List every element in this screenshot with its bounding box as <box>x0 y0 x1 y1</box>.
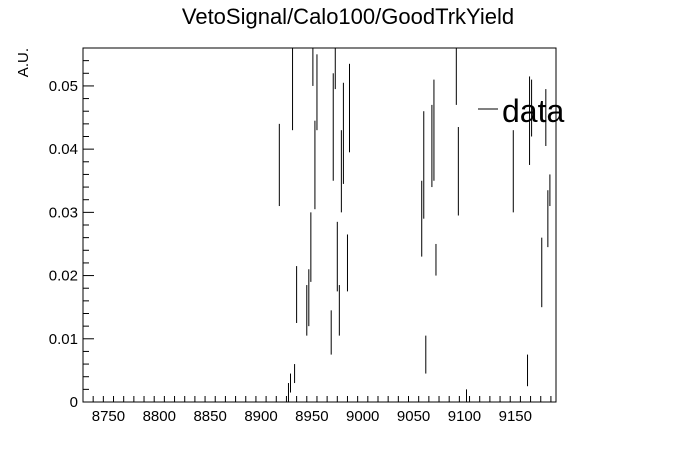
x-tick-label: 8800 <box>143 408 176 425</box>
y-axis: 0 0.01 0.02 0.03 0.04 0.05 <box>49 47 94 411</box>
x-tick-label: 9100 <box>448 408 481 425</box>
legend-entry-data: data <box>502 93 564 129</box>
y-tick-label: 0.01 <box>49 331 78 348</box>
x-tick-label: 8750 <box>92 408 125 425</box>
x-tick-label: 9050 <box>397 408 430 425</box>
y-tick-label: 0.03 <box>49 204 78 221</box>
plot-frame <box>82 47 557 403</box>
y-tick-label: 0.02 <box>49 268 78 285</box>
x-tick-label: 8850 <box>193 408 226 425</box>
y-tick-label: 0.04 <box>49 141 78 158</box>
legend: data <box>478 93 564 129</box>
chart-title: VetoSignal/Calo100/GoodTrkYield <box>182 4 514 29</box>
x-tick-label: 8900 <box>244 408 277 425</box>
data-points <box>278 48 551 402</box>
y-tick-label: 0 <box>70 394 78 411</box>
x-tick-label: 9000 <box>346 408 379 425</box>
y-tick-label: 0.05 <box>49 78 78 95</box>
x-tick-label: 8950 <box>295 408 328 425</box>
y-axis-label: A.U. <box>15 48 32 77</box>
x-tick-label: 9150 <box>499 408 532 425</box>
x-axis: 8750 8800 8850 8900 8950 9000 9050 9100 9150 <box>82 396 552 425</box>
